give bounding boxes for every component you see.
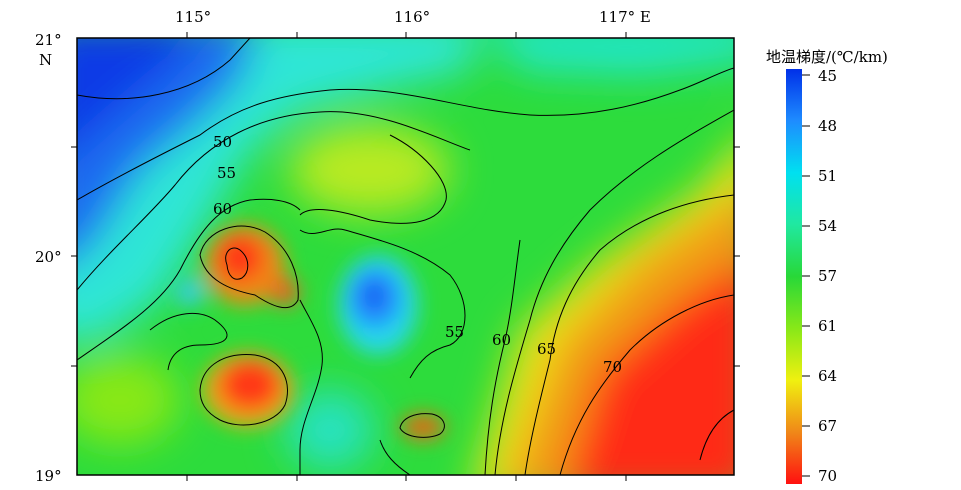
- x-tick-label: 116°: [394, 8, 430, 26]
- contour-line: [494, 109, 734, 475]
- contour-label: 50: [213, 133, 232, 151]
- legend-label: 57: [818, 267, 837, 285]
- contour-line: [199, 225, 299, 309]
- contour-label: 65: [537, 340, 556, 358]
- contour-label: 55: [217, 164, 236, 182]
- legend-label: 48: [818, 117, 837, 135]
- contour-label: 60: [213, 200, 232, 218]
- contour-lines: [77, 38, 734, 475]
- contour-line: [225, 247, 249, 280]
- x-tick-label: 117° E: [599, 8, 651, 26]
- contour-line: [379, 439, 411, 475]
- legend-title: 地温梯度/(℃/km): [766, 48, 888, 66]
- contour-line: [399, 413, 445, 438]
- contour-line: [199, 354, 288, 426]
- legend-label: 51: [818, 167, 837, 185]
- contour-label: 55: [445, 323, 464, 341]
- contour-line: [699, 409, 734, 461]
- contour-line: [559, 294, 734, 475]
- contour-line: [149, 312, 228, 371]
- axis-labels: 115° 116° 117° E 21° N 20° 19°: [35, 8, 651, 485]
- legend-label: 70: [818, 467, 837, 485]
- contour-line: [77, 38, 251, 100]
- legend-label: 54: [818, 217, 837, 235]
- contour-label: 70: [603, 358, 622, 376]
- contour-line: [484, 239, 521, 475]
- x-tick-label: 115°: [175, 8, 211, 26]
- contour-line: [77, 111, 471, 291]
- y-tick-label: 21°: [35, 31, 62, 49]
- y-tick-label: N: [39, 51, 52, 69]
- legend-colorbar: [786, 69, 802, 484]
- legend-label: 64: [818, 367, 837, 385]
- legend-label: 61: [818, 317, 837, 335]
- contour-line: [299, 228, 466, 379]
- contour-line: [77, 67, 734, 201]
- contour-label: 60: [492, 331, 511, 349]
- contour-labels: 50 55 60 55 60 65 70: [213, 133, 622, 376]
- contour-line: [299, 299, 323, 475]
- legend-label: 67: [818, 417, 837, 435]
- contour-line: [524, 194, 734, 475]
- heatmap-field: [77, 38, 734, 475]
- map-frame: [71, 32, 740, 481]
- legend: 地温梯度/(℃/km) 45 48 51 54 57 61 64 67 70: [766, 48, 888, 485]
- contour-line: [77, 198, 301, 361]
- legend-label: 45: [818, 67, 837, 85]
- y-tick-label: 20°: [35, 248, 62, 266]
- contour-line: [299, 134, 447, 224]
- y-tick-label: 19°: [35, 467, 62, 485]
